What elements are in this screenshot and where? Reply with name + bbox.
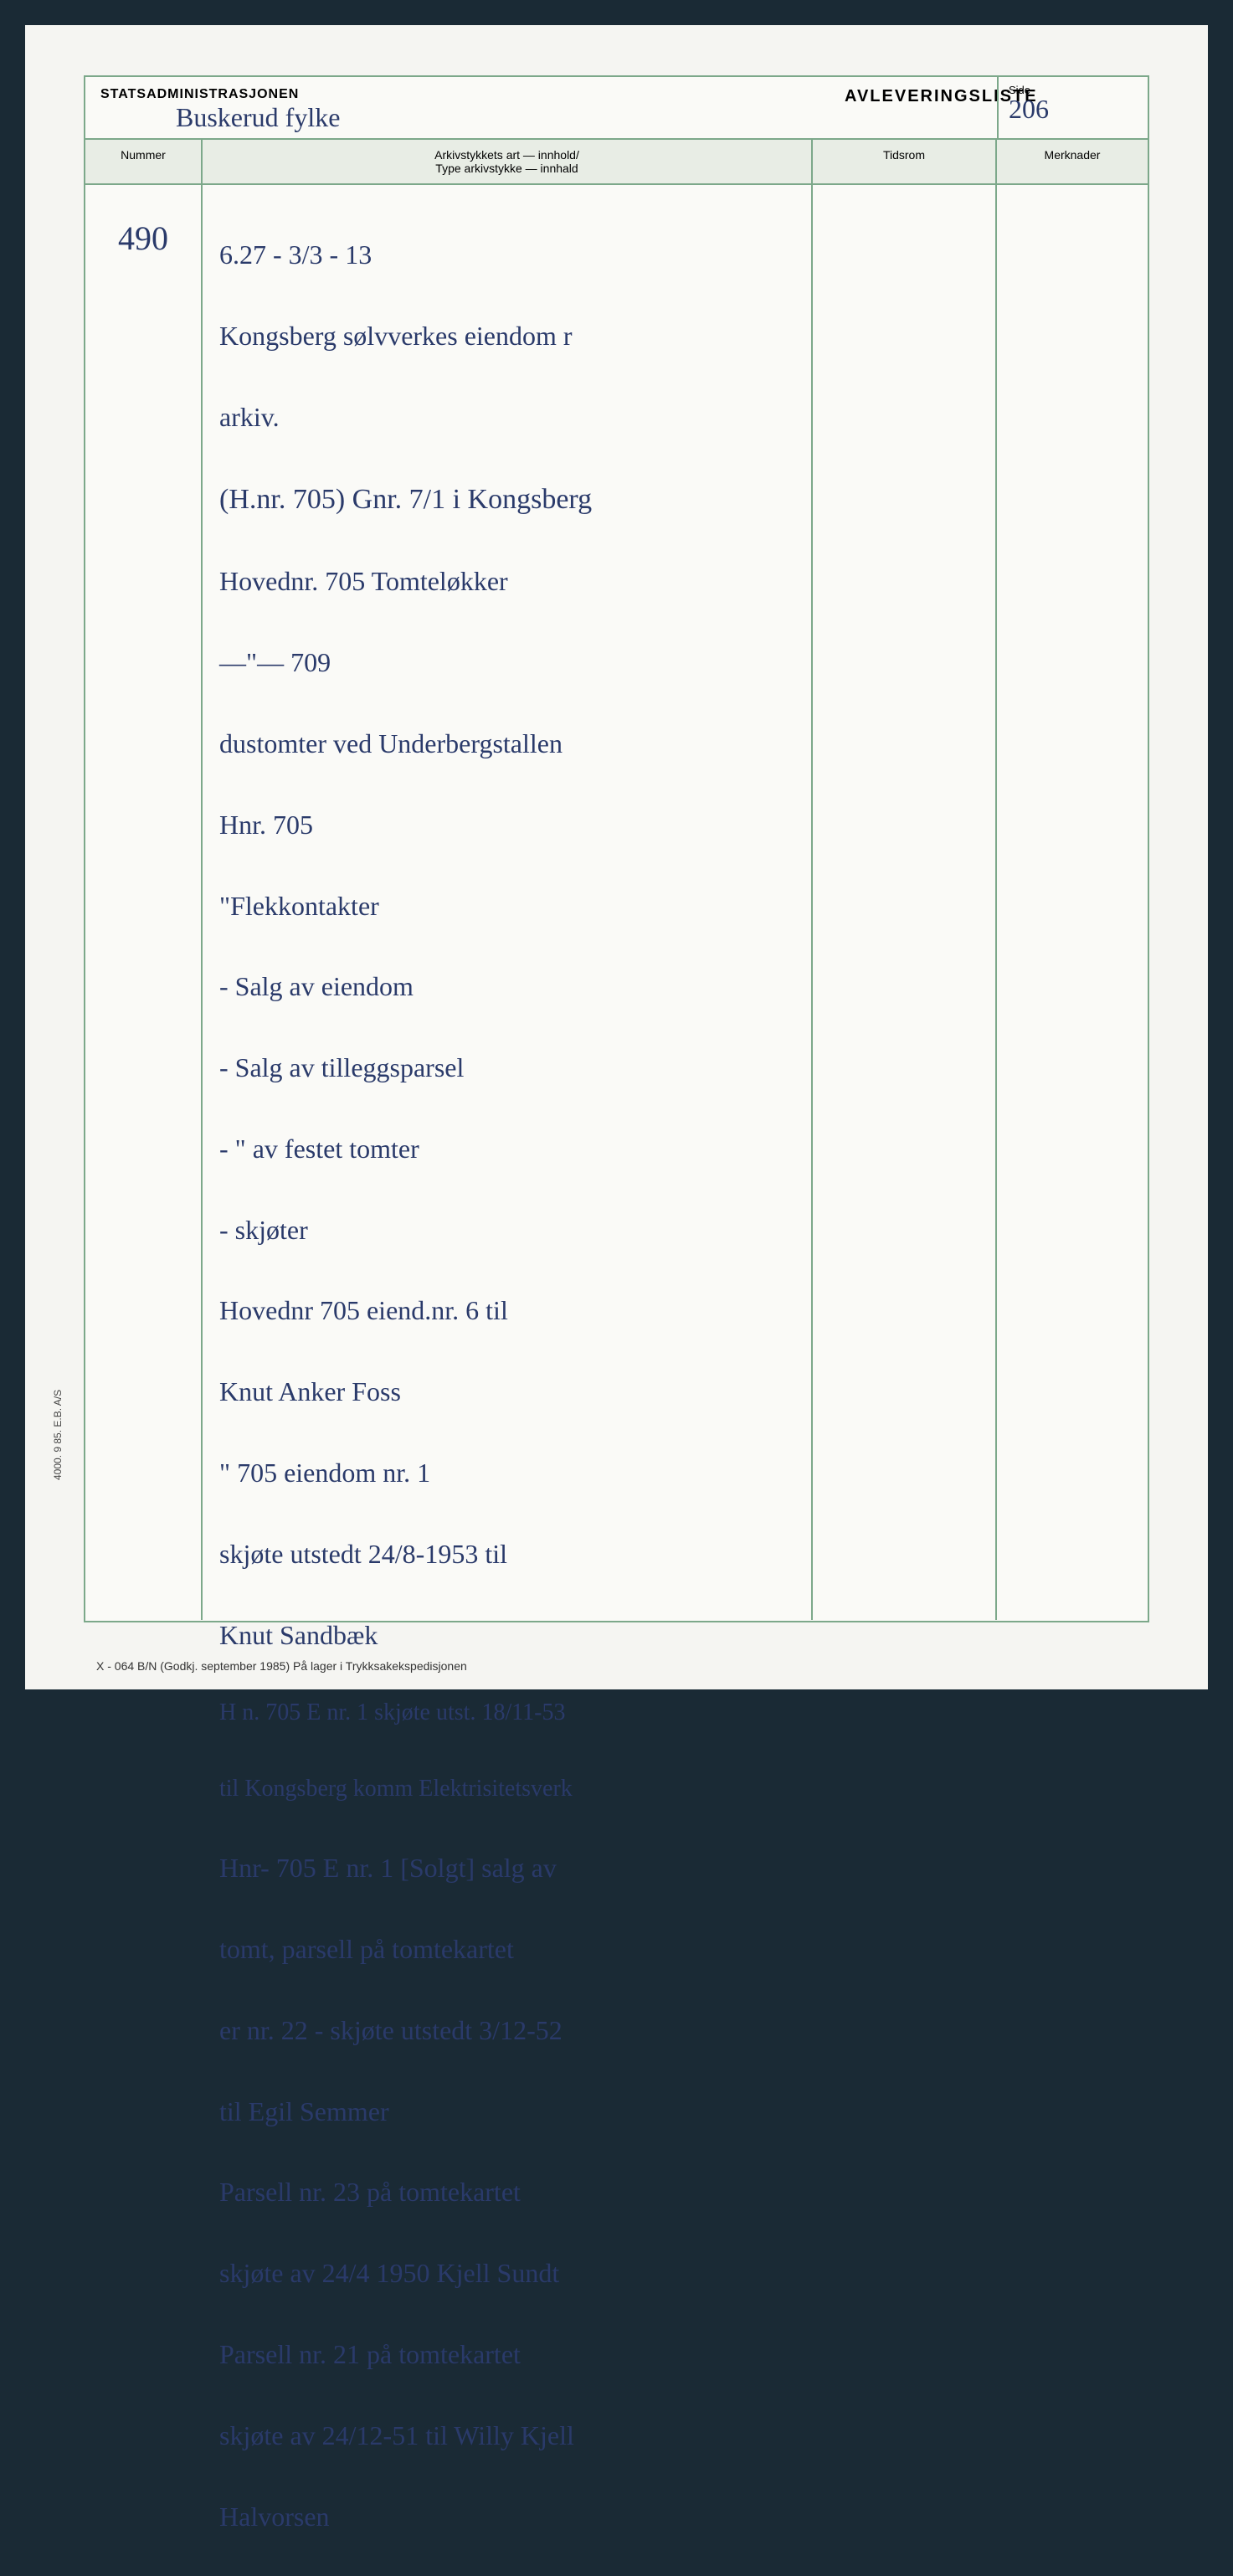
content-line: 6.27 - 3/3 - 13 [219, 235, 794, 274]
content-line: Parsell nr. 23 på tomtekartet [219, 2172, 794, 2211]
content-line: til Egil Semmer [219, 2092, 794, 2131]
content-line: skjøte av 24/12-51 til Willy Kjell [219, 2416, 794, 2455]
header-row: STATSADMINISTRASJONEN Buskerud fylke AVL… [85, 77, 1148, 140]
footer-form-info: X - 064 B/N (Godkj. september 1985) På l… [96, 1659, 467, 1673]
content-line: Halvorsen [219, 2497, 794, 2536]
col-header-tidsrom: Tidsrom [813, 140, 997, 183]
form-container: STATSADMINISTRASJONEN Buskerud fylke AVL… [84, 75, 1149, 1622]
header-left-section: STATSADMINISTRASJONEN Buskerud fylke [85, 77, 830, 138]
content-line: skjøte av 24/4 1950 Kjell Sundt [219, 2254, 794, 2292]
content-line: Knut Sandbæk [219, 1616, 794, 1654]
content-line: tomt, parsell på tomtekartet [219, 1930, 794, 1968]
content-line: Hnr- 705 E nr. 1 [Solgt] salg av [219, 1848, 794, 1887]
content-line: er nr. 22 - skjøte utstedt 3/12-52 [219, 2011, 794, 2049]
content-line: —"— 709 [219, 643, 794, 681]
content-line: til Kongsberg komm Elektrisitetsverk [219, 1772, 794, 1807]
side-page-number: 206 [1009, 90, 1138, 128]
content-line: Hovednr. 705 Tomteløkker [219, 562, 794, 600]
main-title: AVLEVERINGSLISTE [830, 77, 997, 138]
table-body: 490 6.27 - 3/3 - 13 Kongsberg sølvverkes… [85, 185, 1148, 1620]
content-line: Kongsberg sølvverkes eiendom r [219, 316, 794, 355]
content-line: - Salg av eiendom [219, 967, 794, 1005]
document-page: 4000. 9 85. E.B. A/S STATSADMINISTRASJON… [25, 25, 1208, 1689]
entry-number: 490 [94, 198, 193, 263]
content-line: Hovednr 705 eiend.nr. 6 til [219, 1291, 794, 1329]
innhold-line1: Arkivstykkets art — innhold/ [211, 148, 803, 162]
nummer-cell: 490 [85, 185, 203, 1620]
side-box: Side 206 [997, 77, 1148, 138]
content-line: (H.nr. 705) Gnr. 7/1 i Kongsberg [219, 479, 794, 520]
content-line: Knut Anker Foss [219, 1372, 794, 1411]
innhold-cell: 6.27 - 3/3 - 13 Kongsberg sølvverkes eie… [203, 185, 813, 1620]
content-line: Hnr. 705 [219, 805, 794, 844]
content-line: "Flekkontakter [219, 887, 794, 925]
col-header-innhold: Arkivstykkets art — innhold/ Type arkivs… [203, 140, 813, 183]
merknader-cell [997, 185, 1148, 1620]
content-line: arkiv. [219, 398, 794, 436]
innhold-line2: Type arkivstykke — innhald [211, 162, 803, 175]
content-line: - skjøter [219, 1211, 794, 1249]
content-line: skjøte utstedt 24/8-1953 til [219, 1535, 794, 1573]
handwritten-county: Buskerud fylke [176, 98, 814, 136]
content-line: Parsell nr. 21 på tomtekartet [219, 2335, 794, 2373]
content-line: - Salg av tilleggsparsel [219, 1048, 794, 1087]
col-header-merknader: Merknader [997, 140, 1148, 183]
col-header-nummer: Nummer [85, 140, 203, 183]
content-line: dustomter ved Underbergstallen [219, 724, 794, 763]
content-line: - " av festet tomter [219, 1129, 794, 1168]
vertical-form-code: 4000. 9 85. E.B. A/S [52, 1390, 64, 1480]
content-line: H n. 705 E nr. 1 skjøte utst. 18/11-53 [219, 1696, 794, 1730]
tidsrom-cell [813, 185, 997, 1620]
content-line: " 705 eiendom nr. 1 [219, 1453, 794, 1492]
table-header: Nummer Arkivstykkets art — innhold/ Type… [85, 140, 1148, 185]
